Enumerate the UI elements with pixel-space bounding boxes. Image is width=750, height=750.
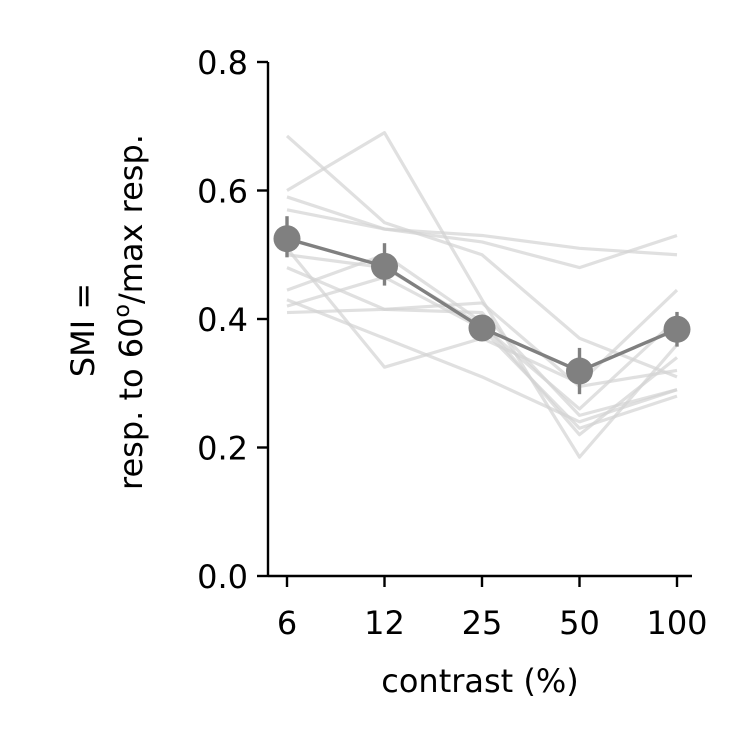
mean-point	[566, 357, 593, 385]
y-axis-title-line1: SMI =	[64, 283, 102, 377]
y-tick-label: 0.8	[197, 44, 248, 82]
y-tick-label: 0.0	[197, 558, 248, 596]
individual-series-line	[286, 131, 679, 459]
mean-point	[273, 225, 301, 253]
y-tick-label: 0.6	[197, 173, 248, 211]
y-tick-label: 0.2	[197, 430, 248, 468]
x-tick-label: 100	[646, 604, 707, 642]
mean-point	[663, 315, 691, 343]
x-tick-label: 6	[277, 604, 297, 642]
y-axis-title-suffix: /max resp.	[112, 134, 150, 304]
mean-series-group	[273, 216, 691, 395]
y-tick-label: 0.4	[197, 301, 248, 339]
individual-lines-group	[285, 131, 679, 459]
y-axis-title-line2: resp. to 60o/max resp.	[110, 134, 150, 490]
y-axis-title-superscript: o	[110, 304, 135, 317]
individual-series-line	[286, 266, 678, 417]
x-tick-label: 12	[364, 604, 405, 642]
x-axis-title: contrast (%)	[381, 662, 579, 700]
individual-series-line	[286, 195, 678, 270]
mean-point	[468, 314, 496, 342]
y-ticks-group: 0.0 0.2 0.4 0.6 0.8	[197, 44, 268, 596]
x-ticks-group: 6 12 25 50 100	[277, 576, 708, 642]
x-tick-label: 50	[559, 604, 600, 642]
mean-point	[371, 252, 398, 280]
individual-series-line	[286, 208, 678, 257]
x-tick-label: 25	[462, 604, 503, 642]
individual-series-line	[286, 298, 678, 424]
y-axis-title-prefix: resp. to 60	[112, 317, 150, 489]
